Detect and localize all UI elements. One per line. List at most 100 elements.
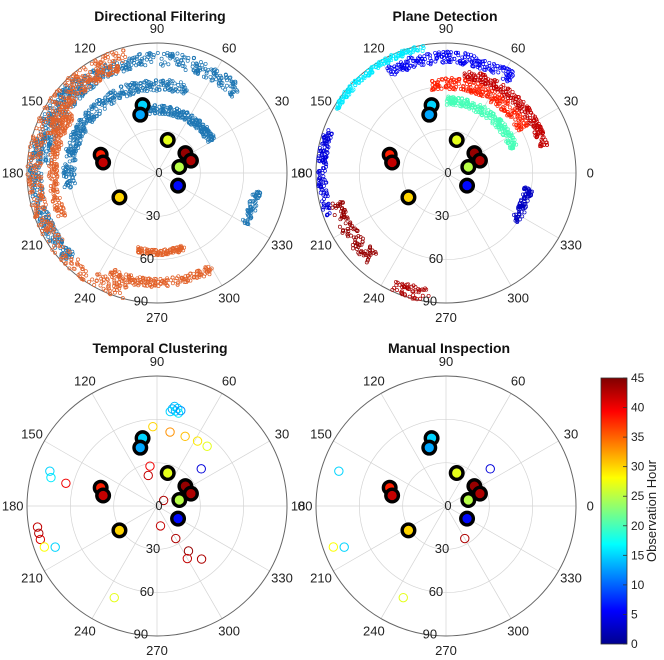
cloud-point-kept xyxy=(123,65,128,69)
cloud-point-rejected xyxy=(37,163,42,168)
cloud-point-rejected xyxy=(38,189,42,194)
cloud-point-rejected xyxy=(52,119,57,124)
cloud-point-kept xyxy=(160,107,165,112)
cloud-point-rejected xyxy=(113,58,117,63)
cloud-point-kept xyxy=(161,52,166,56)
cloud-point-kept xyxy=(184,88,189,93)
cloud-point-kept xyxy=(128,83,133,88)
theta-tick-label: 150 xyxy=(310,426,332,441)
cloud-point-rejected xyxy=(116,54,121,59)
cloud-point-rejected xyxy=(99,276,104,281)
cloud-point-rejected xyxy=(66,89,71,94)
cloud-point-kept xyxy=(174,56,179,61)
cloud-point-kept xyxy=(68,185,73,190)
cloud-point-rejected xyxy=(54,172,59,177)
cloud-point-rejected xyxy=(39,138,44,143)
cloud-point-kept xyxy=(79,92,84,97)
cloud-point-rejected xyxy=(51,184,56,189)
cloud-point-rejected xyxy=(121,276,126,281)
cloud-point-rejected xyxy=(40,218,45,223)
cloud-point-rejected xyxy=(158,281,163,286)
cloud-point-kept xyxy=(193,120,198,125)
theta-tick-label: 330 xyxy=(271,238,293,253)
cloud-point-rejected xyxy=(110,275,115,279)
cloud-point-rejected xyxy=(51,224,56,229)
station-marker xyxy=(111,522,128,539)
colorbar-tick-label: 10 xyxy=(631,578,645,592)
cloud-point-kept xyxy=(96,101,101,106)
cloud-point-kept xyxy=(197,119,202,124)
cloud-point-kept xyxy=(185,110,190,115)
cloud-point-kept xyxy=(132,86,137,91)
cloud-point-rejected xyxy=(112,288,117,293)
cloud-point-kept xyxy=(124,63,129,68)
cloud-point-rejected xyxy=(206,264,211,269)
cloud-point-rejected xyxy=(192,274,197,279)
cloud-point-rejected xyxy=(165,276,170,281)
cloud-point-rejected xyxy=(34,200,39,205)
cloud-point-rejected xyxy=(39,222,44,227)
r-tick-label: 90 xyxy=(423,294,437,309)
cloud-point-rejected xyxy=(49,169,54,174)
cloud-point-kept xyxy=(253,199,258,204)
cloud-point-rejected xyxy=(90,277,95,282)
cloud-point-kept xyxy=(172,81,177,86)
r-tick-label: 0 xyxy=(444,498,451,513)
station-marker xyxy=(95,487,112,504)
cloud-point-kept xyxy=(175,51,180,56)
cloud-point-kept xyxy=(233,81,238,86)
cloud-point-rejected xyxy=(48,226,53,231)
cloud-point-rejected xyxy=(55,149,60,153)
cloud-point-rejected xyxy=(85,79,90,84)
cloud-point-rejected xyxy=(36,155,41,160)
cloud-point-rejected xyxy=(108,64,113,69)
cloud-point-rejected xyxy=(108,292,113,297)
cloud-point-kept xyxy=(228,84,233,89)
cloud-point-kept xyxy=(77,141,82,146)
colorbar-tick-label: 25 xyxy=(631,489,645,503)
colorbar-tick-label: 0 xyxy=(631,637,638,651)
theta-tick-label: 210 xyxy=(21,571,43,586)
cloud-point-rejected xyxy=(175,280,180,285)
cloud-point-rejected xyxy=(60,237,65,242)
cloud-point-rejected xyxy=(175,282,180,287)
cloud-point-rejected xyxy=(79,80,84,85)
cloud-point-kept xyxy=(140,56,145,61)
r-tick-label: 0 xyxy=(155,498,162,513)
cloud-point-rejected xyxy=(64,260,69,265)
cloud-point-kept xyxy=(255,190,260,195)
cloud-point-kept xyxy=(200,63,205,68)
cloud-point-kept xyxy=(68,165,73,170)
cloud-point-kept xyxy=(196,68,201,72)
cloud-point-rejected xyxy=(60,127,65,132)
station-marker xyxy=(132,106,149,123)
cloud-point-rejected xyxy=(145,279,150,284)
cloud-point-kept xyxy=(103,99,108,104)
cloud-point-rejected xyxy=(93,59,98,64)
cloud-point-kept xyxy=(180,64,185,68)
colorbar-tick-label: 15 xyxy=(631,548,645,562)
cloud-point-rejected xyxy=(50,100,55,105)
cloud-point-rejected xyxy=(34,168,39,173)
cloud-point-kept xyxy=(108,98,113,103)
cloud-point-kept xyxy=(124,82,129,87)
cloud-point-rejected xyxy=(137,275,142,280)
station-marker xyxy=(460,492,477,509)
colorbar-label: Observation Hour xyxy=(644,459,659,562)
cloud-point-rejected xyxy=(58,133,63,138)
station-marker xyxy=(459,510,476,527)
cloud-point-kept xyxy=(53,245,58,250)
cloud-point-kept xyxy=(85,117,90,122)
cloud-point-kept xyxy=(88,86,93,91)
cloud-point-rejected xyxy=(102,61,107,66)
cloud-point-rejected xyxy=(123,55,128,59)
theta-tick-label: 270 xyxy=(435,643,457,658)
cloud-point-rejected xyxy=(69,257,74,262)
cloud-point-kept xyxy=(230,89,235,94)
cloud-point-rejected xyxy=(174,276,179,281)
cloud-point-kept xyxy=(213,71,218,76)
cloud-point-kept xyxy=(83,121,88,126)
cloud-point-kept xyxy=(81,122,86,127)
cloud-point-kept xyxy=(171,112,176,117)
